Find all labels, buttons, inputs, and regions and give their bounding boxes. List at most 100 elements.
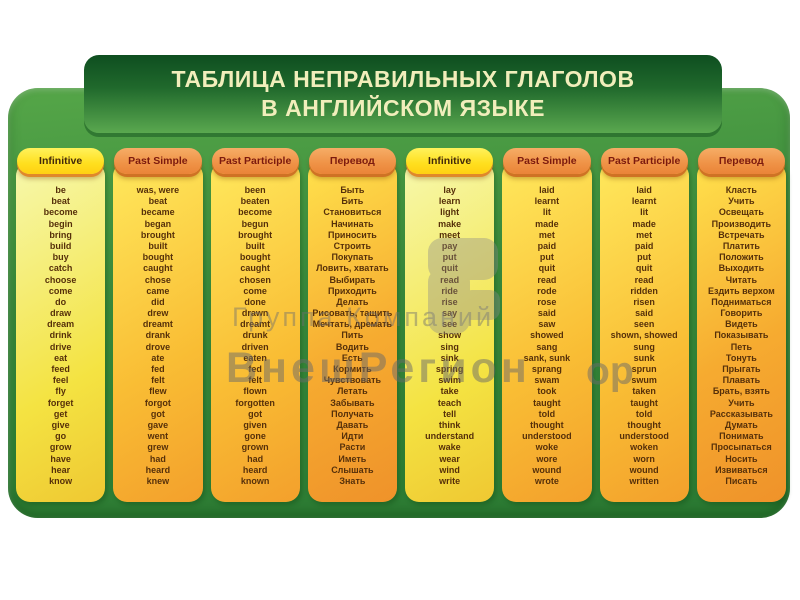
verb-cell: became [141, 207, 175, 218]
verb-cell: read [634, 274, 654, 285]
verb-cell: wound [532, 464, 562, 475]
verb-cell: tell [443, 408, 457, 419]
verb-cell: think [438, 419, 461, 430]
verb-cell: brought [140, 229, 175, 240]
verb-cell: drank [145, 330, 171, 341]
verb-cell: eat [54, 352, 68, 363]
verb-cell: Пить [341, 330, 364, 341]
verb-cell: lit [542, 207, 551, 218]
verb-cell: sink [440, 352, 459, 363]
verb-cell: sang [536, 341, 558, 352]
verb-list: laid learnt lit made met paid put quit read rode r… [504, 186, 589, 486]
verb-cell: felt [248, 375, 262, 386]
verb-cell: make [438, 218, 462, 229]
verb-cell: put [637, 252, 652, 263]
verb-cell: said [537, 308, 556, 319]
verb-list: Класть Учить Освещать Производить Встречать П… [699, 186, 784, 486]
verb-cell: write [439, 475, 461, 486]
verb-cell: Приходить [327, 285, 377, 296]
verb-cell: Носить [725, 453, 758, 464]
verb-cell: caught [143, 263, 173, 274]
verb-cell: Извиваться [715, 464, 768, 475]
verb-cell: wear [439, 453, 460, 464]
verb-list: been beaten become begun brought built bought c… [213, 186, 298, 486]
verb-cell: did [151, 296, 165, 307]
verb-cell: Писать [725, 475, 758, 486]
verb-cell: got [150, 408, 165, 419]
verb-cell: learnt [631, 196, 657, 207]
verb-cell: put [539, 252, 554, 263]
verb-cell: build [49, 240, 72, 251]
verb-cell: Положить [719, 252, 764, 263]
verb-cell: Производить [711, 218, 772, 229]
verb-cell: given [243, 419, 267, 430]
verb-cell: spring [435, 364, 464, 374]
column-header: Past Simple [503, 148, 591, 174]
verb-cell: told [635, 408, 653, 419]
verb-cell: wore [536, 453, 558, 464]
verb-cell: dream [47, 319, 75, 330]
verb-cell: worn [633, 453, 655, 464]
verb-cell: drove [145, 341, 171, 352]
verb-cell: sunk [633, 352, 655, 363]
verb-cell: Быть [340, 185, 365, 195]
verb-cell: been [244, 185, 266, 195]
verb-cell: risen [633, 296, 655, 307]
verb-cell: gone [244, 431, 266, 442]
verb-cell: swim [438, 375, 461, 386]
verb-cell: went [147, 431, 169, 442]
verb-cell: knew [146, 475, 170, 486]
column-body: be beat become begin bring build buy catch choos… [16, 162, 106, 502]
verb-cell: paid [537, 240, 557, 251]
verb-cell: met [538, 229, 555, 240]
verb-cell: drawn [241, 308, 269, 319]
verb-cell: Забывать [330, 397, 375, 408]
verb-column-1: be beat become begin bring build buy catch choos… [16, 148, 106, 504]
verb-cell: paid [634, 240, 654, 251]
column-header: Перевод [697, 148, 785, 174]
verb-cell: dreamt [240, 319, 271, 330]
verb-cell: meet [439, 229, 461, 240]
verb-cell: wound [629, 464, 659, 475]
verb-cell: Знать [339, 475, 366, 486]
verb-cell: sprang [531, 364, 562, 374]
verb-cell: Чувствовать [323, 375, 382, 386]
verb-cell: sank, sunk [523, 352, 571, 363]
verb-cell: teach [437, 397, 462, 408]
verb-cell: Платить [722, 240, 760, 251]
verb-cell: bought [239, 252, 271, 263]
verb-cell: Есть [341, 352, 363, 363]
verb-cell: Петь [730, 341, 753, 352]
verb-cell: bring [49, 229, 72, 240]
verb-column-7: laid learnt lit made met paid put quit read ridde… [599, 148, 689, 504]
verb-cell: shown, showed [610, 330, 678, 341]
verb-list: was, were beat became began brought built boug… [115, 186, 200, 486]
verb-cell: taken [632, 386, 656, 397]
verb-cell: laid [539, 185, 555, 195]
verb-column-8: Класть Учить Освещать Производить Встречать П… [696, 148, 786, 504]
verb-cell: Встречать [718, 229, 765, 240]
verb-cell: Бить [341, 196, 364, 207]
verb-cell: began [144, 218, 172, 229]
verb-cell: saw [538, 319, 556, 330]
verb-cell: Видеть [725, 319, 758, 330]
verb-cell: Выходить [718, 263, 765, 274]
verb-cell: show [438, 330, 462, 341]
title-line2: В АНГЛИЙСКОМ ЯЗЫКЕ [261, 95, 545, 121]
verb-cell: put [442, 252, 457, 263]
verb-list: laid learnt lit made met paid put quit read ridde… [602, 186, 687, 486]
verb-cell: drive [49, 341, 72, 352]
verb-cell: beat [51, 196, 70, 207]
verb-cell: understood [619, 431, 669, 442]
verb-cell: had [247, 453, 264, 464]
verb-column-4: Быть Бить Становиться Начинать Приносить Стро… [307, 148, 397, 504]
verb-cell: Плавать [722, 375, 761, 386]
verb-cell: swum [631, 375, 657, 386]
verb-cell: fed [151, 364, 165, 374]
verb-cell: fed [248, 364, 262, 374]
column-header: Past Participle [600, 148, 688, 174]
verb-cell: quit [441, 263, 458, 274]
verb-column-5: lay learn light make meet pay put quit read ride r… [405, 148, 495, 504]
verb-cell: Выбирать [329, 274, 376, 285]
verb-cell: written [629, 475, 659, 486]
